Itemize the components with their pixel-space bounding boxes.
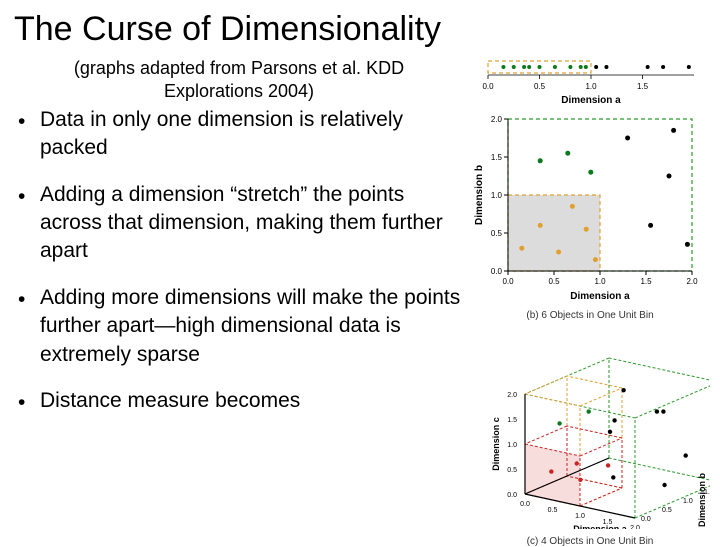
svg-text:1.5: 1.5 bbox=[491, 153, 503, 162]
bullet-item: • Adding a dimension “stretch” the point… bbox=[18, 181, 464, 266]
content-row: (graphs adapted from Parsons et al. KDD … bbox=[14, 57, 706, 547]
bullet-list: • Data in only one dimension is relative… bbox=[14, 106, 464, 417]
svg-text:0.5: 0.5 bbox=[507, 467, 517, 474]
bullet-text: Distance measure becomes bbox=[40, 387, 464, 417]
svg-text:0.0: 0.0 bbox=[491, 267, 503, 276]
page-title: The Curse of Dimensionality bbox=[14, 10, 706, 49]
bullet-item: • Data in only one dimension is relative… bbox=[18, 106, 464, 163]
svg-text:2.0: 2.0 bbox=[491, 115, 503, 124]
svg-text:2.0: 2.0 bbox=[686, 277, 698, 286]
subtitle-line2: Explorations 2004) bbox=[164, 81, 314, 101]
figure-2d: 0.0 0.5 1.0 1.5 2.0 0.0 0.5 1.0 1.5 2.0 Dimension … bbox=[470, 113, 710, 321]
svg-text:0.5: 0.5 bbox=[548, 277, 560, 286]
svg-text:1.0: 1.0 bbox=[507, 442, 517, 449]
bullet-dot-icon: • bbox=[18, 284, 40, 369]
svg-text:1.5: 1.5 bbox=[507, 417, 517, 424]
svg-text:1.0: 1.0 bbox=[585, 82, 597, 91]
svg-text:0.5: 0.5 bbox=[534, 82, 546, 91]
svg-text:0.0: 0.0 bbox=[641, 516, 651, 523]
figure-3d: 0.00.51.01.52.00.00.51.01.52.00.00.51.01… bbox=[470, 329, 710, 547]
svg-text:2.0: 2.0 bbox=[630, 525, 640, 529]
svg-text:1.0: 1.0 bbox=[683, 498, 693, 505]
left-column: (graphs adapted from Parsons et al. KDD … bbox=[14, 57, 464, 547]
svg-text:Dimension b: Dimension b bbox=[697, 473, 707, 528]
bullet-text: Data in only one dimension is relatively… bbox=[40, 106, 464, 163]
bullet-dot-icon: • bbox=[18, 387, 40, 417]
bullet-text: Adding a dimension “stretch” the points … bbox=[40, 181, 464, 266]
bullet-item: • Adding more dimensions will make the p… bbox=[18, 284, 464, 369]
bullet-dot-icon: • bbox=[18, 181, 40, 266]
chart-2d: 0.0 0.5 1.0 1.5 2.0 0.0 0.5 1.0 1.5 2.0 Dimension … bbox=[470, 113, 700, 303]
svg-text:0.0: 0.0 bbox=[502, 277, 514, 286]
svg-text:1.0: 1.0 bbox=[575, 513, 585, 520]
svg-text:1.5: 1.5 bbox=[637, 82, 649, 91]
svg-text:Dimension a: Dimension a bbox=[561, 95, 621, 105]
figure-3d-caption: (c) 4 Objects in One Unit Bin bbox=[470, 536, 710, 547]
svg-text:0.5: 0.5 bbox=[548, 507, 558, 514]
svg-text:Dimension a: Dimension a bbox=[570, 291, 630, 302]
svg-text:1.5: 1.5 bbox=[640, 277, 652, 286]
svg-text:0.0: 0.0 bbox=[482, 82, 494, 91]
bullet-dot-icon: • bbox=[18, 106, 40, 163]
svg-text:2.0: 2.0 bbox=[507, 392, 517, 399]
bullet-item: • Distance measure becomes bbox=[18, 387, 464, 417]
svg-text:Dimension c: Dimension c bbox=[491, 417, 501, 471]
chart-3d: 0.00.51.01.52.00.00.51.01.52.00.00.51.01… bbox=[470, 329, 710, 529]
bullet-text: Adding more dimensions will make the poi… bbox=[40, 284, 464, 369]
svg-text:0.0: 0.0 bbox=[507, 492, 517, 499]
svg-text:Dimension b: Dimension b bbox=[474, 165, 485, 225]
figure-2d-caption: (b) 6 Objects in One Unit Bin bbox=[470, 310, 710, 321]
chart-1d: 0.0 0.5 1.0 1.5 Dimension a bbox=[470, 57, 700, 105]
svg-text:Dimension a: Dimension a bbox=[573, 524, 628, 529]
figure-1d: 0.0 0.5 1.0 1.5 Dimension a bbox=[470, 57, 710, 105]
svg-text:0.5: 0.5 bbox=[491, 229, 503, 238]
subtitle-line1: (graphs adapted from Parsons et al. KDD bbox=[74, 58, 404, 78]
svg-text:1.0: 1.0 bbox=[491, 191, 503, 200]
svg-text:0.5: 0.5 bbox=[662, 507, 672, 514]
right-column: 0.00.51.01.5Dimension a 0.00.51.01.52.00… bbox=[470, 57, 710, 547]
subtitle: (graphs adapted from Parsons et al. KDD … bbox=[14, 57, 464, 102]
svg-text:0.0: 0.0 bbox=[520, 501, 530, 508]
svg-text:1.0: 1.0 bbox=[594, 277, 606, 286]
